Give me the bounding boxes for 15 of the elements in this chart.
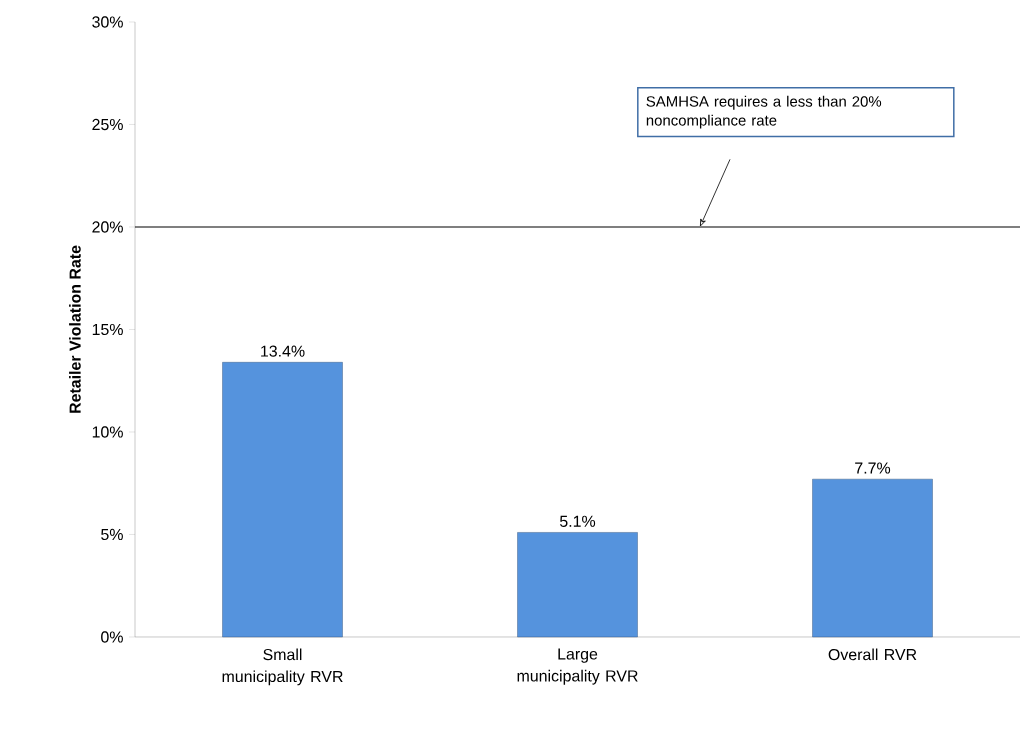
y-tick-label: 30% (92, 16, 123, 28)
y-tick-label: 15% (92, 323, 123, 336)
data-label: 13.4% (261, 345, 305, 357)
data-label: 7.7% (855, 462, 891, 474)
x-tick-label: Large municipality RVR (517, 648, 638, 685)
ref-line-label: SAMHSA requires a less than 20% noncompliance rate (646, 95, 882, 129)
x-tick-label: Overall RVR (828, 648, 917, 661)
y-tick-label: 25% (92, 118, 123, 131)
y-axis-title: Retailer Violation Rate (69, 245, 81, 413)
x-tick-label: Small municipality RVR (222, 648, 343, 686)
y-tick-label: 5% (101, 528, 123, 541)
y-tick-label: 20% (92, 221, 123, 233)
data-label: 5.1% (559, 515, 596, 527)
y-tick-label: 10% (92, 426, 123, 438)
y-tick-label: 0% (101, 631, 123, 643)
